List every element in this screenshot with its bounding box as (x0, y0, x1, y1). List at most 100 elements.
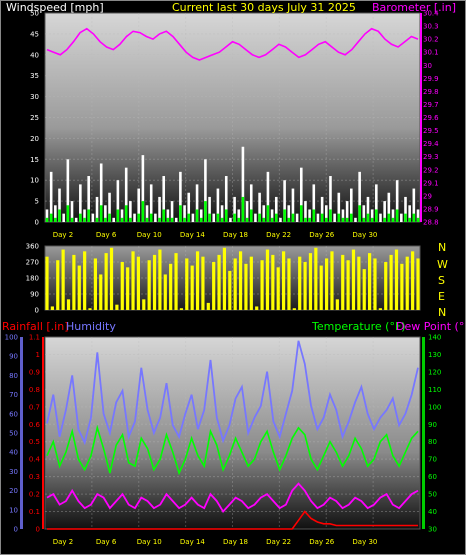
y-tick-label: 29.5 (423, 127, 439, 135)
y-tick-label: 0 (14, 526, 18, 534)
y-tick-label: 90 (30, 291, 39, 299)
wind-grid (45, 13, 420, 222)
y-tick-label: 0.1 (29, 508, 40, 516)
y-tick-label: 50 (30, 10, 39, 18)
y-tick-label: 80 (428, 438, 437, 446)
compass-s: S (438, 274, 445, 287)
y-tick-label: 0.4 (29, 456, 41, 464)
y-tick-label: 29.4 (423, 140, 439, 148)
y-tick-label: 5 (35, 198, 39, 206)
temp-grid (45, 337, 420, 529)
y-tick-label: 30 (30, 93, 39, 101)
y-tick-label: 40 (428, 508, 437, 516)
wind-y-axis: 0 5 10 15 20 25 30 35 40 45 50 (30, 10, 39, 227)
barometer-line (46, 27, 419, 61)
direction-y-axis: 0 90 180 270 360 (26, 243, 39, 315)
x-tick-label: Day 14 (180, 538, 206, 546)
barometer-y-axis: 28.8 28.9 29 29.1 29.2 29.3 29.4 29.5 29.6 29.7 29… (420, 10, 439, 227)
y-tick-label: 0.8 (29, 386, 40, 394)
y-tick-label: 0 (35, 307, 39, 315)
rainfall-y-axis: 0 0.1 0.2 0.3 0.4 0.5 0.6 0.7 0.8 0.9 1 1.1 (29, 334, 44, 534)
x-tick-label: Day 14 (180, 231, 206, 239)
y-tick-label: 29.2 (423, 166, 439, 174)
x-tick-label: Day 10 (137, 538, 162, 546)
barometer-axis-strip (420, 13, 422, 222)
y-tick-label: 0 (35, 219, 39, 227)
y-tick-label: 0.6 (29, 421, 41, 429)
x-tick-label: Day 26 (309, 231, 335, 239)
rainfall-axis-strip (42, 337, 44, 529)
y-tick-label: 30 (9, 468, 18, 476)
y-tick-label: 28.8 (423, 219, 439, 227)
temperature-title: Temperature (°F) (311, 320, 406, 333)
x-tick-label: Day 30 (352, 231, 377, 239)
y-tick-label: 80 (9, 372, 18, 380)
barometer-title: Barometer [.in] (372, 1, 456, 14)
y-tick-label: 30.4 (423, 10, 439, 18)
y-tick-label: 0.9 (29, 368, 40, 376)
y-tick-label: 50 (428, 491, 437, 499)
x-tick-label: Day 2 (53, 231, 74, 239)
y-tick-label: 360 (26, 243, 39, 251)
y-tick-label: 120 (428, 368, 441, 376)
y-tick-label: 30 (428, 526, 437, 534)
x-tick-label: Day 6 (96, 538, 117, 546)
x-tick-label: Day 22 (266, 231, 291, 239)
x-tick-label: Day 26 (309, 538, 335, 546)
y-tick-label: 0.5 (29, 438, 40, 446)
y-tick-label: 29.9 (423, 75, 439, 83)
direction-series (45, 247, 420, 310)
y-tick-label: 15 (30, 156, 39, 164)
y-tick-label: 180 (26, 275, 39, 283)
y-tick-label: 29.1 (423, 179, 439, 187)
compass-e: E (438, 290, 445, 303)
y-tick-label: 130 (428, 351, 441, 359)
compass-labels: N W S E N (437, 241, 448, 319)
y-tick-label: 40 (9, 449, 18, 457)
wind-series (45, 27, 420, 222)
y-tick-label: 29.7 (423, 101, 439, 109)
humidity-line (46, 340, 419, 446)
humidity-title: Humidity (66, 320, 116, 333)
temperature-y-axis: 30 40 50 60 70 80 90 100 110 120 130 140 (422, 334, 441, 534)
temp-plot-area (44, 336, 421, 530)
y-tick-label: 1 (36, 351, 40, 359)
x-tick-label: Day 10 (137, 231, 162, 239)
humidity-y-axis: 0 10 20 30 40 50 60 70 80 90 100 (5, 334, 23, 534)
x-tick-label: Day 2 (53, 538, 74, 546)
x-tick-label: Day 18 (223, 538, 248, 546)
rainfall-line (47, 510, 418, 530)
windspeed-title: Windspeed [mph] (6, 1, 104, 14)
temp-x-axis: Day 2 Day 6 Day 10 Day 14 Day 18 Day 22 Day 26… (53, 538, 378, 546)
y-tick-label: 25 (30, 114, 39, 122)
x-tick-label: Day 22 (266, 538, 291, 546)
y-tick-label: 40 (30, 51, 39, 59)
y-tick-label: 29.6 (423, 114, 439, 122)
y-tick-label: 50 (9, 430, 18, 438)
y-tick-label: 0.2 (29, 491, 40, 499)
period-title: Current last 30 days July 31 2025 (172, 1, 356, 14)
y-tick-label: 20 (9, 487, 18, 495)
y-tick-label: 45 (30, 30, 39, 38)
x-tick-label: Day 30 (352, 538, 377, 546)
y-tick-label: 29.3 (423, 153, 439, 161)
y-tick-label: 10 (30, 177, 39, 185)
y-tick-label: 30.2 (423, 36, 439, 44)
y-tick-label: 100 (428, 403, 441, 411)
y-tick-label: 270 (26, 259, 39, 267)
y-tick-label: 0.3 (29, 473, 40, 481)
temp-series (46, 340, 419, 530)
y-tick-label: 29.8 (423, 88, 439, 96)
y-tick-label: 140 (428, 334, 441, 342)
y-tick-label: 100 (5, 334, 18, 342)
x-tick-label: Day 18 (223, 231, 248, 239)
y-tick-label: 28.9 (423, 205, 439, 213)
y-tick-label: 0.7 (29, 403, 40, 411)
y-tick-label: 1.1 (29, 334, 40, 342)
dewpoint-title: Dew Point (°F) (396, 320, 466, 333)
y-tick-label: 90 (9, 353, 18, 361)
y-tick-label: 29 (423, 192, 432, 200)
temperature-line (46, 424, 419, 476)
y-tick-label: 30 (423, 62, 432, 70)
